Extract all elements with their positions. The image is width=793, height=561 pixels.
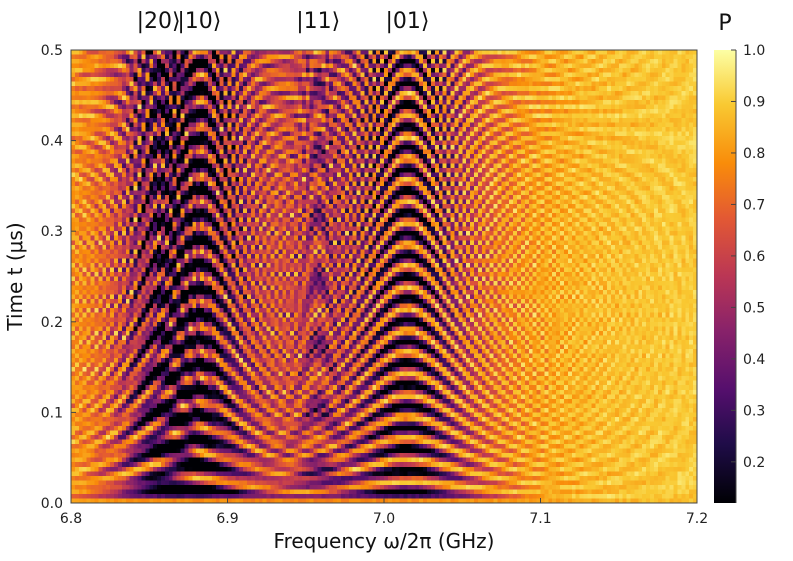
colorbar: 0.2 0.3 0.4 0.5 0.6 0.7 0.8 0.9 1.0: [714, 43, 765, 503]
x-axis: 6.8 6.9 7.0 7.1 7.2: [60, 498, 708, 527]
y-tick-label: 0.2: [41, 315, 63, 331]
colorbar-tick-label: 0.6: [743, 249, 765, 265]
colorbar-tick-label: 0.9: [743, 94, 765, 110]
state-labels: |20⟩|10⟩ |11⟩ |01⟩: [137, 9, 430, 34]
state-label: |20⟩: [137, 9, 181, 34]
colorbar-tick-label: 0.3: [743, 403, 765, 419]
x-tick-label: 7.0: [373, 511, 395, 527]
x-tick-label: 7.2: [686, 511, 708, 527]
x-tick-label: 6.8: [60, 511, 82, 527]
colorbar-tick-label: 0.2: [743, 455, 765, 471]
x-tick-label: 6.9: [216, 511, 238, 527]
y-tick-label: 0.5: [41, 43, 63, 59]
state-label: |10⟩: [177, 9, 221, 34]
heatmap-image: [71, 50, 697, 503]
state-label: |11⟩: [296, 9, 340, 34]
state-label: |01⟩: [385, 9, 429, 34]
colorbar-tick-label: 1.0: [743, 43, 765, 59]
y-tick-label: 0.3: [41, 224, 63, 240]
colorbar-tick-label: 0.8: [743, 146, 765, 162]
colorbar-tick-label: 0.5: [743, 300, 765, 316]
plot-area: [71, 50, 697, 503]
colorbar-tick-label: 0.4: [743, 352, 765, 368]
x-axis-title: Frequency ω/2π (GHz): [274, 529, 495, 553]
y-axis-title: Time t (μs): [3, 222, 27, 331]
colorbar-title: P: [718, 11, 731, 36]
x-tick-label: 7.1: [529, 511, 551, 527]
colorbar-gradient: [714, 50, 736, 503]
y-tick-label: 0.0: [41, 496, 63, 512]
y-tick-label: 0.1: [41, 405, 63, 421]
colorbar-tick-label: 0.7: [743, 197, 765, 213]
y-axis: 0.0 0.1 0.2 0.3 0.4 0.5: [41, 43, 76, 512]
y-tick-label: 0.4: [41, 134, 63, 150]
